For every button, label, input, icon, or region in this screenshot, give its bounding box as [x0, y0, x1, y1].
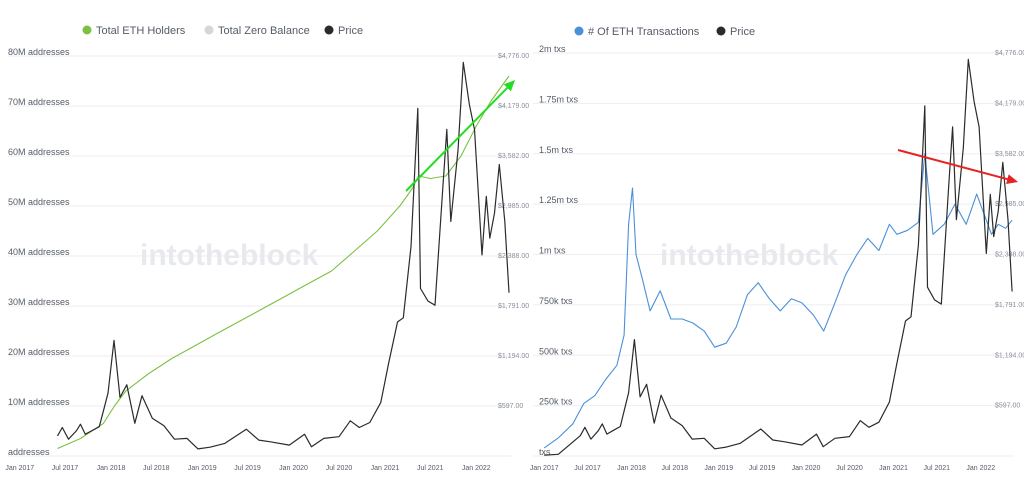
y2-tick-label: $4,776.00 [995, 50, 1024, 57]
watermark-part: block [240, 239, 319, 272]
y2-tick-label: $597.00 [498, 403, 523, 410]
x-tick-label: Jul 2020 [836, 465, 863, 472]
trend-arrow [897, 149, 1012, 182]
y-tick-label: 750k txs [539, 296, 573, 306]
x-tick-label: Jan 2017 [5, 465, 34, 472]
x-tick-label: Jan 2019 [704, 465, 733, 472]
x-tick-label: Jul 2018 [662, 465, 689, 472]
legend-label: Price [730, 26, 755, 38]
y-tick-label: txs [539, 447, 551, 457]
y2-tick-label: $3,582.00 [995, 151, 1024, 158]
y2-tick-label: $597.00 [995, 403, 1020, 410]
y2-tick-label: $2,388.00 [498, 253, 529, 260]
y-tick-label: 50M addresses [8, 197, 70, 207]
series-line-price [544, 58, 1013, 456]
y-tick-label: 30M addresses [8, 297, 70, 307]
x-tick-label: Jan 2020 [792, 465, 821, 472]
y-tick-label: 1m txs [539, 246, 566, 256]
watermark-part: into [660, 239, 715, 272]
y-tick-label: 60M addresses [8, 147, 70, 157]
x-tick-label: Jul 2018 [143, 465, 170, 472]
legend-swatch [716, 26, 726, 36]
y-tick-label: 500k txs [539, 346, 573, 356]
y2-tick-label: $1,791.00 [498, 303, 529, 310]
y-tick-label: 2m txs [539, 44, 566, 54]
y-tick-label: 1.5m txs [539, 145, 574, 155]
chart-panel-1: Total ETH Holders Total Zero Balance Price… [5, 25, 529, 472]
trend-arrow-head [503, 80, 515, 92]
legend-label: Price [338, 25, 363, 37]
legend-swatch [574, 26, 584, 36]
y2-tick-label: $1,791.00 [995, 302, 1024, 309]
x-tick-label: Jan 2022 [462, 465, 491, 472]
legend-label: # Of ETH Transactions [588, 26, 700, 38]
x-tick-label: Jan 2018 [617, 465, 646, 472]
y2-tick-label: $3,582.00 [498, 153, 529, 160]
series-line-total-eth-holders [57, 75, 510, 450]
x-tick-label: Jul 2017 [574, 465, 601, 472]
y2-tick-label: $2,985.00 [995, 201, 1024, 208]
x-tick-label: Jul 2021 [924, 465, 951, 472]
trend-arrow-head [1006, 174, 1018, 184]
watermark-part: block [760, 239, 839, 272]
x-tick-label: Jul 2019 [234, 465, 261, 472]
y-tick-label: 1.25m txs [539, 195, 579, 205]
x-tick-label: Jul 2017 [52, 465, 79, 472]
legend-label: Total Zero Balance [218, 25, 310, 37]
watermark: intotheblock [660, 239, 839, 272]
y-tick-label: 20M addresses [8, 347, 70, 357]
series-line-of-eth-transactions [543, 153, 1013, 449]
legend-label: Total ETH Holders [96, 25, 186, 37]
watermark: intotheblock [140, 239, 319, 272]
x-tick-label: Jan 2018 [97, 465, 126, 472]
x-tick-label: Jan 2020 [279, 465, 308, 472]
y-tick-label: 250k txs [539, 397, 573, 407]
x-tick-label: Jan 2021 [371, 465, 400, 472]
watermark-part: the [195, 239, 240, 272]
legend-swatch [324, 25, 334, 35]
y2-tick-label: $1,194.00 [498, 353, 529, 360]
chart-panel-2: # Of ETH Transactions Price 2m txs 1.75m tx… [530, 26, 1024, 472]
x-tick-label: Jan 2017 [530, 465, 559, 472]
x-tick-label: Jan 2019 [188, 465, 217, 472]
legend-swatch [204, 25, 214, 35]
y-tick-label: addresses [8, 447, 50, 457]
y-tick-label: 70M addresses [8, 97, 70, 107]
x-tick-label: Jan 2022 [966, 465, 995, 472]
y-tick-label: 40M addresses [8, 247, 70, 257]
x-tick-label: Jul 2020 [326, 465, 353, 472]
y2-tick-label: $4,179.00 [498, 103, 529, 110]
watermark-part: the [715, 239, 760, 272]
y2-tick-label: $1,194.00 [995, 352, 1024, 359]
x-tick-label: Jan 2021 [879, 465, 908, 472]
series-line-price [56, 61, 510, 450]
legend-swatch [82, 25, 92, 35]
y-tick-label: 80M addresses [8, 47, 70, 57]
y-tick-label: 1.75m txs [539, 94, 579, 104]
watermark-part: into [140, 239, 195, 272]
y2-tick-label: $4,179.00 [995, 100, 1024, 107]
y-tick-label: 10M addresses [8, 397, 70, 407]
x-tick-label: Jul 2019 [749, 465, 776, 472]
y2-tick-label: $2,985.00 [498, 203, 529, 210]
trend-arrow [405, 85, 510, 192]
y2-tick-label: $4,776.00 [498, 53, 529, 60]
x-tick-label: Jul 2021 [417, 465, 444, 472]
